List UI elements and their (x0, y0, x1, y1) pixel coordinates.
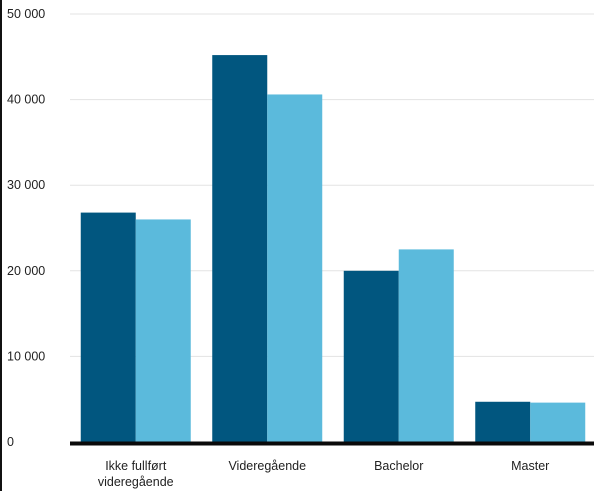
y-tick-label: 20 000 (7, 264, 45, 278)
bar-series-2-4 (530, 402, 586, 442)
x-tick-label: videregående (98, 475, 174, 489)
y-tick-label: 10 000 (7, 349, 45, 363)
x-tick-label: Bachelor (374, 459, 423, 473)
bar-series-2-3 (398, 249, 454, 442)
y-tick-label: 0 (7, 435, 14, 449)
x-tick-label: Master (511, 459, 549, 473)
bar-series-2-2 (267, 94, 323, 443)
x-tick-label: Ikke fullført (105, 459, 167, 473)
bar-series-2-1 (135, 219, 191, 442)
y-tick-label: 40 000 (7, 93, 45, 107)
bar-series-1-2 (212, 55, 268, 442)
bar-series-1-1 (80, 212, 136, 442)
axes: 0 10 000 20 000 30 000 40 000 50 000 Ikke full… (7, 7, 594, 489)
y-tick-label: 50 000 (7, 7, 45, 21)
bars (80, 55, 586, 443)
y-tick-label: 30 000 (7, 178, 45, 192)
bar-series-1-4 (475, 401, 531, 442)
bar-series-1-3 (343, 270, 399, 442)
x-tick-label: Videregående (228, 459, 306, 473)
